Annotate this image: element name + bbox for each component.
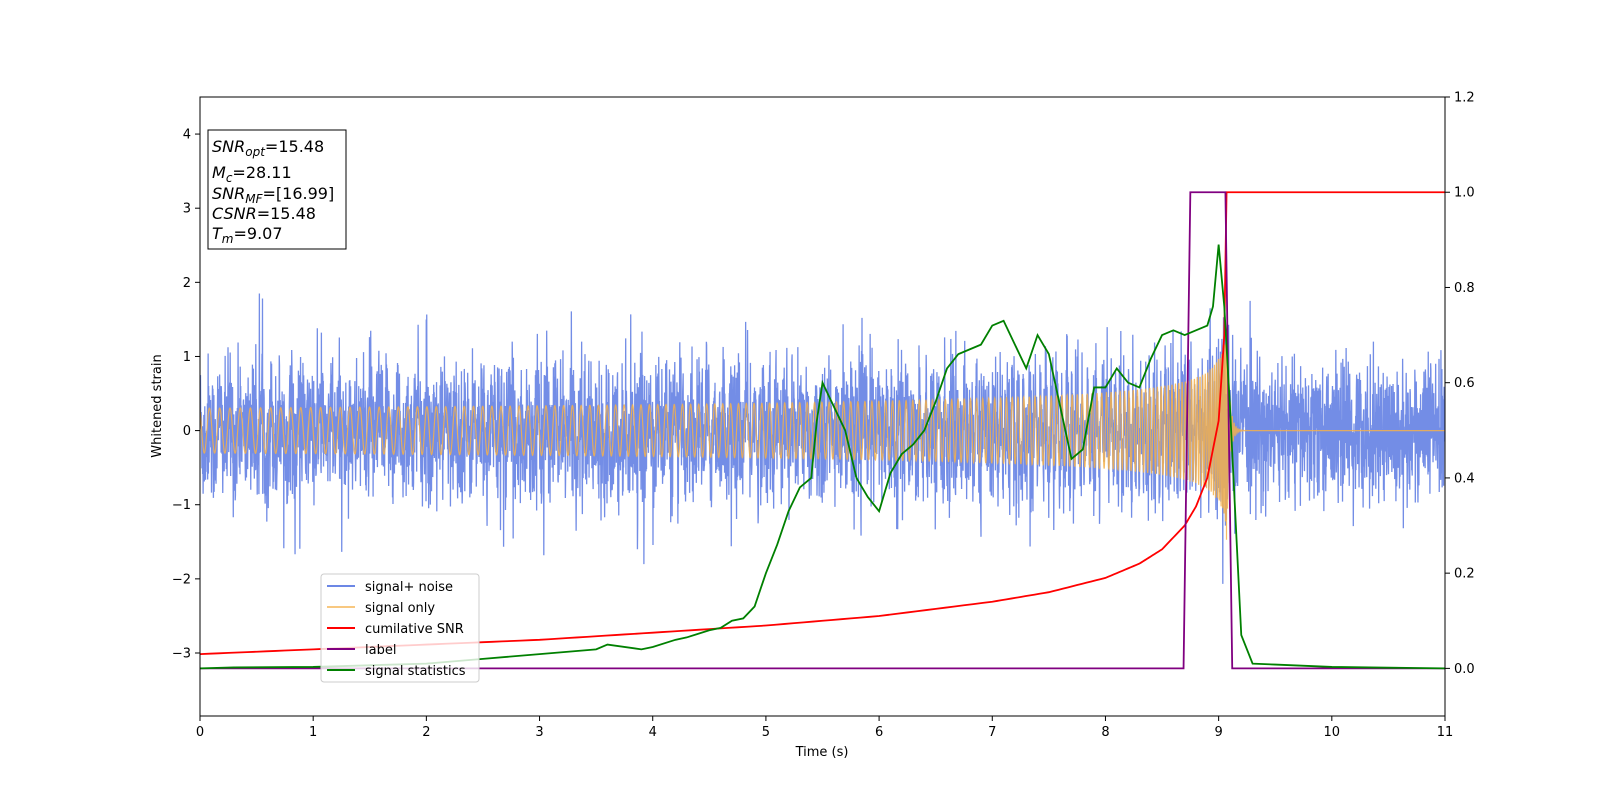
left-y-tick-label: 3: [183, 202, 191, 217]
right-y-tick-label: 0.8: [1454, 281, 1475, 296]
x-tick-label: 1: [309, 725, 317, 740]
info-box-line: Tm=9.07: [212, 224, 283, 246]
left-y-tick-label: −1: [172, 498, 191, 513]
x-tick-label: 0: [196, 725, 204, 740]
series-signal-statistics: [200, 244, 1445, 670]
x-tick-label: 11: [1437, 725, 1454, 740]
series-signal-plus-noise: [200, 293, 1445, 584]
info-box: SNRopt=15.48Mc=28.11SNRMF=[16.99]CSNR=15…: [207, 129, 347, 250]
info-value: =[16.99]: [263, 184, 335, 203]
x-axis-label: Time (s): [795, 745, 849, 760]
info-box-line: Mc=28.11: [212, 163, 292, 185]
left-y-tick-label: 0: [183, 424, 191, 439]
series-signal-only: [200, 338, 1445, 540]
x-tick-label: 9: [1214, 725, 1222, 740]
x-tick-label: 8: [1101, 725, 1109, 740]
plot-layers: [200, 191, 1445, 670]
info-value: =15.48: [257, 204, 316, 223]
left-y-tick-label: −2: [172, 572, 191, 587]
right-y-tick-label: 0.6: [1454, 376, 1475, 391]
info-value: =28.11: [232, 163, 291, 182]
info-box-line: SNRMF=[16.99]: [212, 184, 334, 206]
x-tick-label: 4: [649, 725, 657, 740]
info-value: =9.07: [233, 224, 282, 243]
legend-frame: [320, 573, 480, 683]
legend-entry: signal+ noise: [365, 580, 453, 595]
left-y-tick-label: −3: [172, 646, 191, 661]
x-tick-label: 10: [1324, 725, 1341, 740]
info-symbol: SNR: [212, 137, 245, 156]
x-tick-label: 2: [422, 725, 430, 740]
info-box-line: CSNR=15.48: [212, 204, 316, 223]
left-y-tick-label: 1: [183, 350, 191, 365]
right-y-axis-ticks: 0.0 0.2 0.4 0.6 0.8 1.0 1.2: [1445, 91, 1475, 677]
right-y-tick-label: 1.2: [1454, 91, 1475, 106]
info-symbol: SNR: [212, 184, 245, 203]
info-box-frame: [207, 129, 347, 250]
right-y-tick-label: 0.2: [1454, 567, 1475, 582]
legend-entry: cumilative SNR: [365, 622, 464, 637]
left-y-tick-label: 2: [183, 276, 191, 291]
x-tick-label: 7: [988, 725, 996, 740]
x-tick-label: 3: [535, 725, 543, 740]
info-symbol: CSNR: [212, 204, 257, 223]
legend: signal+ noise signal only cumilative SNR la…: [320, 573, 480, 683]
right-y-tick-label: 1.0: [1454, 186, 1475, 201]
info-box-line: SNRopt=15.48: [212, 137, 324, 159]
series-cumulative-snr: [200, 191, 1445, 655]
legend-entry: signal only: [365, 601, 435, 616]
y-axis-label-left: Whitened strain: [150, 354, 165, 457]
series-label: [200, 191, 1445, 670]
x-tick-label: 6: [875, 725, 883, 740]
right-y-tick-label: 0.4: [1454, 471, 1475, 486]
left-y-tick-label: 4: [183, 128, 191, 143]
right-y-tick-label: 0.0: [1454, 662, 1475, 677]
info-symbol: M: [212, 163, 226, 182]
left-y-axis-ticks: −3 −2 −1 0 1 2 3 4: [172, 128, 200, 661]
x-axis-ticks: 0 1 2 3 4 5 6 7 8 9 10 11: [196, 716, 1453, 740]
legend-entry: signal statistics: [365, 664, 466, 679]
legend-entry: label: [365, 643, 396, 658]
info-value: =15.48: [265, 137, 324, 156]
info-symbol: T: [212, 224, 223, 243]
info-subscript: opt: [245, 145, 266, 159]
info-subscript: c: [226, 171, 233, 185]
info-subscript: m: [222, 232, 234, 246]
plot-frame: [199, 96, 1446, 717]
info-subscript: MF: [245, 192, 263, 206]
x-tick-label: 5: [762, 725, 770, 740]
